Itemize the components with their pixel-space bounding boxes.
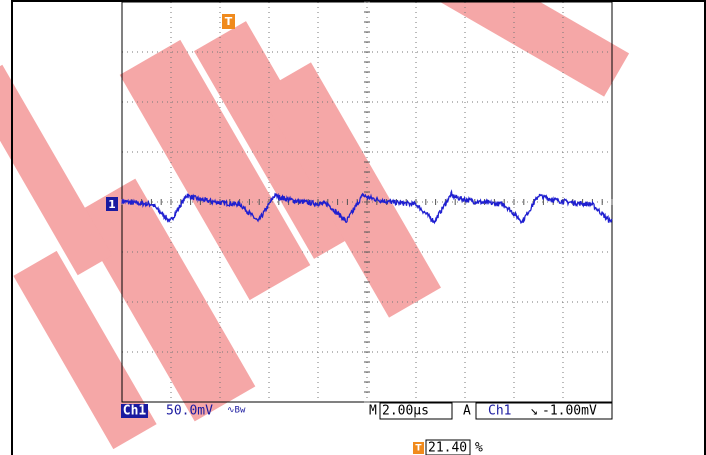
trigger-marker: T <box>225 15 233 28</box>
trigger-marker-box <box>222 14 235 29</box>
channel-label: Ch1 <box>123 404 147 419</box>
horizontal-prefix: M <box>369 404 377 419</box>
horizontal-scale: 2.00µs <box>382 404 429 419</box>
trigger-level: -1.00mV <box>542 404 597 419</box>
bandwidth-symbol: ∿Bw <box>227 406 246 416</box>
trigger-slope: ↘ <box>530 404 538 419</box>
trigger-position-icon-box <box>413 442 424 454</box>
trigger-source: Ch1 <box>488 404 511 419</box>
watermark <box>0 0 630 450</box>
waveform <box>121 189 613 225</box>
trigger-mode: A <box>463 404 471 419</box>
trigger-position-box <box>425 439 471 455</box>
vertical-scale: 50.0mV <box>166 404 213 419</box>
trigger-position: 21.40 % <box>428 441 483 455</box>
channel-marker-box <box>106 197 118 211</box>
trigger-box <box>475 402 613 420</box>
trigger-position-icon: T <box>415 444 422 454</box>
horizontal-box <box>379 402 453 420</box>
channel-marker: 1 <box>108 198 116 211</box>
channel-label-box <box>121 404 148 418</box>
